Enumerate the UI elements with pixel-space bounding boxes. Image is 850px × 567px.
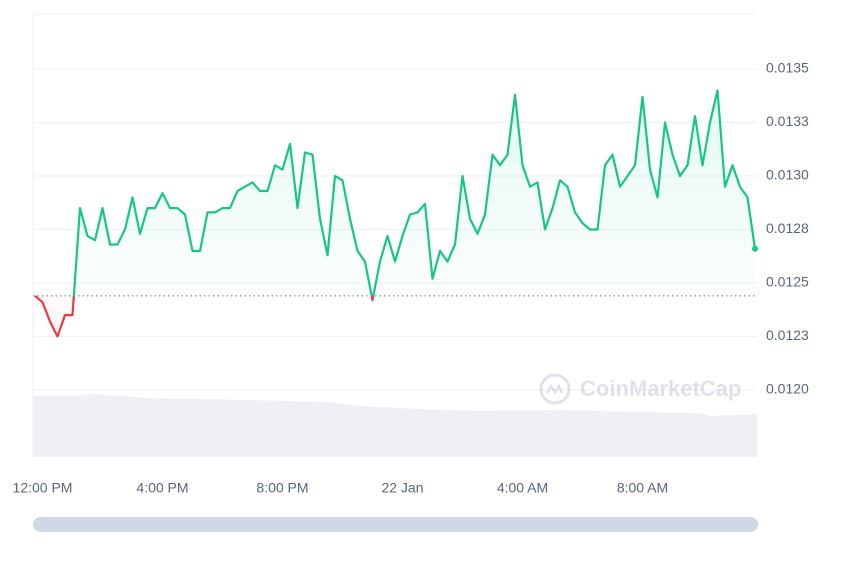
y-tick-label: 0.0135 (766, 60, 809, 76)
y-tick-label: 0.0125 (766, 274, 809, 290)
volume-area (33, 394, 757, 457)
y-tick-label: 0.0130 (766, 167, 809, 183)
last-point (752, 245, 758, 252)
x-tick-label: 4:00 PM (136, 480, 188, 496)
watermark: CoinMarketCap (539, 373, 741, 405)
y-tick-label: 0.0128 (766, 220, 809, 236)
x-tick-label: 22 Jan (381, 480, 423, 496)
x-tick-label: 4:00 AM (497, 480, 548, 496)
watermark-text: CoinMarketCap (580, 376, 741, 401)
price-area (35, 90, 755, 337)
y-tick-label: 0.0120 (766, 381, 809, 397)
x-tick-label: 8:00 PM (256, 480, 308, 496)
y-tick-label: 0.0133 (766, 113, 809, 129)
scrollbar[interactable] (33, 517, 758, 532)
x-tick-label: 12:00 PM (13, 480, 73, 496)
x-tick-label: 8:00 AM (617, 480, 668, 496)
y-tick-label: 0.0123 (766, 327, 809, 343)
price-line (34, 89, 757, 338)
